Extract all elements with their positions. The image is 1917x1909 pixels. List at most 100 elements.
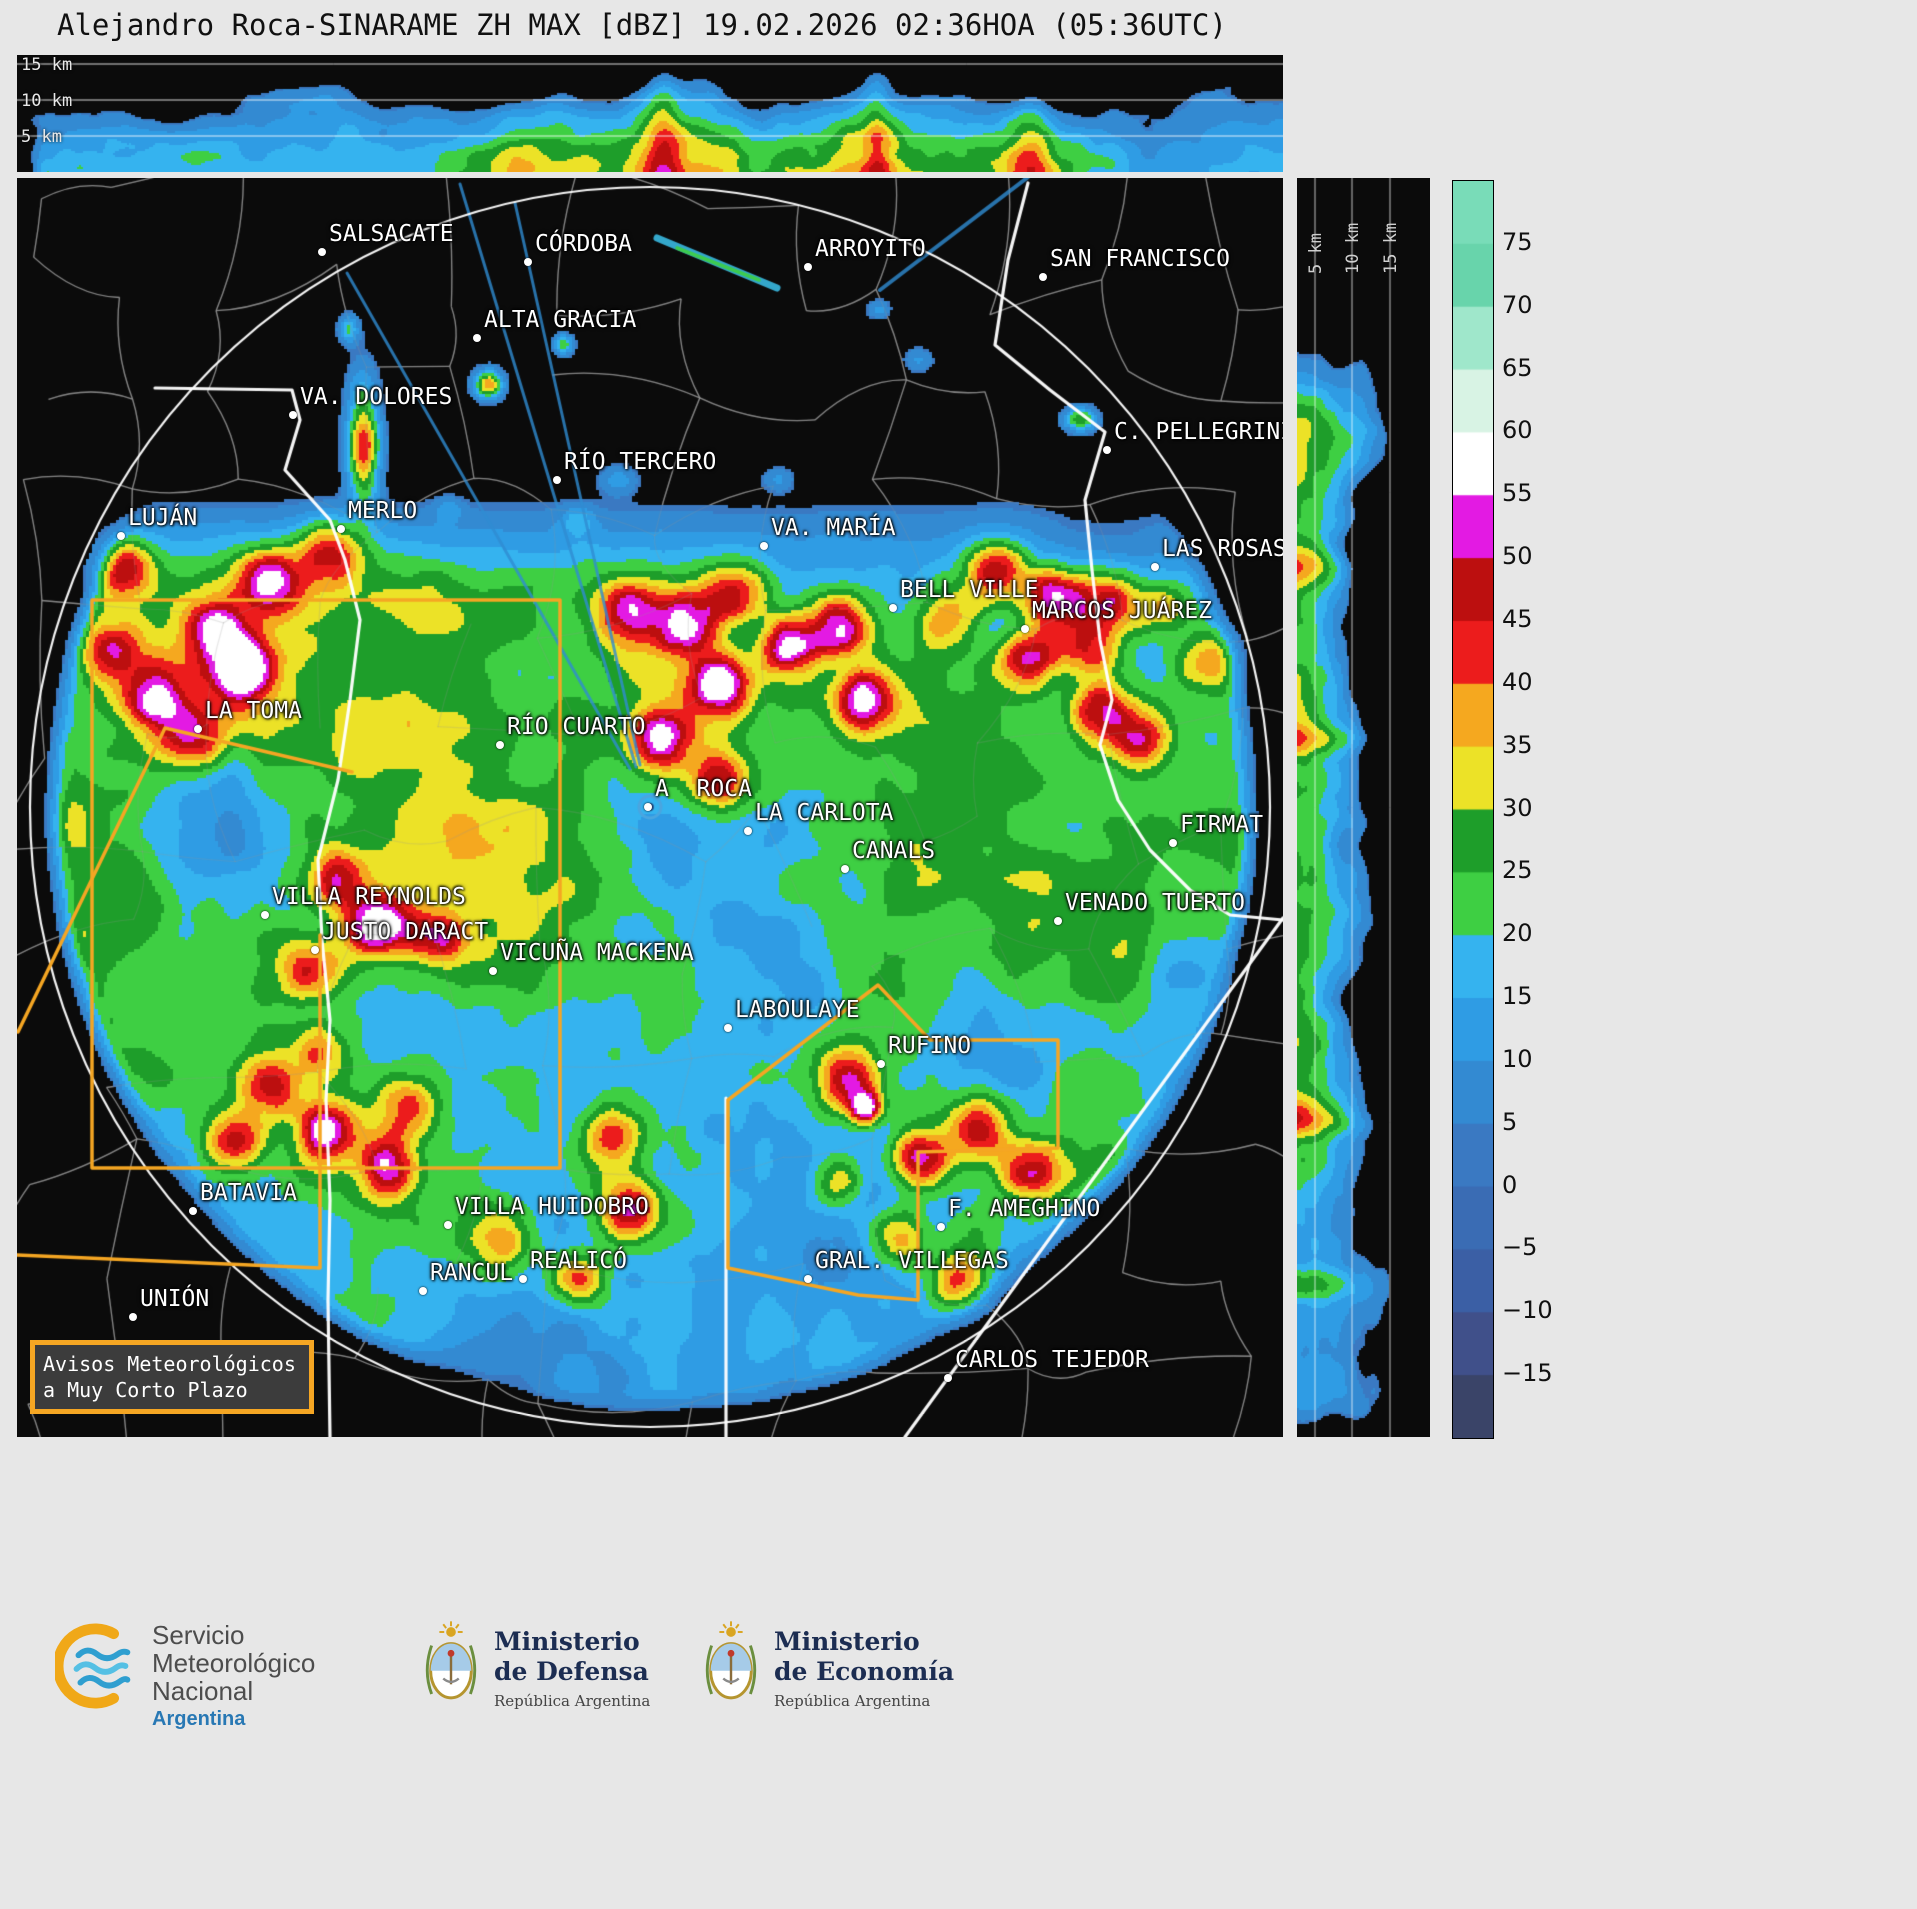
defensa-line2: de Defensa — [494, 1657, 649, 1686]
city-label: LUJÁN — [128, 505, 198, 531]
city-dot — [1054, 917, 1062, 925]
city-dot — [889, 604, 897, 612]
city-label: GRAL. VILLEGAS — [815, 1248, 1009, 1274]
city-dot — [724, 1024, 732, 1032]
city-dot — [841, 865, 849, 873]
city-label: RÍO CUARTO — [507, 714, 646, 740]
city-label: ALTA GRACIA — [484, 307, 637, 333]
city-label: LA CARLOTA — [755, 800, 894, 826]
smn-text-block: Servicio Meteorológico Nacional Argentin… — [152, 1621, 315, 1731]
right-cross-section-canvas — [1297, 178, 1430, 1437]
city-dot — [519, 1275, 527, 1283]
height-axis-label: 10 km — [1343, 222, 1363, 274]
city-label: REALICÓ — [530, 1248, 627, 1274]
colorbar-tick-label: 5 — [1502, 1107, 1518, 1136]
height-axis-label: 15 km — [1381, 222, 1401, 274]
city-dot — [760, 542, 768, 550]
city-label: RUFINO — [888, 1033, 972, 1059]
city-label: MERLO — [348, 498, 418, 524]
colorbar-tick-label: −15 — [1502, 1359, 1553, 1388]
city-dot — [1169, 839, 1177, 847]
city-dot — [129, 1313, 137, 1321]
city-label: BATAVIA — [200, 1180, 297, 1206]
colorbar-tick-label: 25 — [1502, 856, 1533, 885]
smn-line1: Servicio — [152, 1620, 245, 1650]
city-dot — [289, 411, 297, 419]
city-label: VA. DOLORES — [300, 384, 453, 410]
city-dot — [489, 967, 497, 975]
smn-country: Argentina — [152, 1708, 246, 1730]
colorbar-tick-label: −10 — [1502, 1296, 1553, 1325]
city-dot — [1151, 563, 1159, 571]
city-label: MARCOS JUÁREZ — [1032, 598, 1213, 624]
city-label: CARLOS TEJEDOR — [955, 1347, 1149, 1373]
colorbar-tick-label: 50 — [1502, 542, 1533, 571]
defensa-coat-of-arms-icon — [420, 1620, 482, 1710]
economia-text-block: Ministerio de Economía República Argenti… — [774, 1627, 954, 1710]
city-dot — [117, 532, 125, 540]
city-dot — [804, 1275, 812, 1283]
warning-legend-line2: a Muy Corto Plazo — [43, 1378, 248, 1402]
colorbar-tick-label: 75 — [1502, 227, 1533, 256]
city-label: VENADO TUERTO — [1065, 890, 1246, 916]
city-label: LA TOMA — [205, 698, 302, 724]
city-dot — [419, 1287, 427, 1295]
city-label: JUSTO DARACT — [322, 919, 489, 945]
city-label: SALSACATE — [329, 221, 454, 247]
defensa-sub: República Argentina — [494, 1692, 651, 1710]
defensa-line1: Ministerio — [494, 1627, 640, 1656]
city-dot — [744, 827, 752, 835]
city-dot — [337, 525, 345, 533]
radar-map-panel: SALSACATE CÓRDOBA ARROYITO SAN FRANCISCO ALT… — [17, 178, 1283, 1437]
colorbar-tick-label: 40 — [1502, 667, 1533, 696]
city-label: RANCUL — [430, 1260, 514, 1286]
colorbar-tick-label: 15 — [1502, 982, 1533, 1011]
city-label: CANALS — [852, 838, 936, 864]
colorbar-tick-label: 60 — [1502, 416, 1533, 445]
city-dot — [496, 741, 504, 749]
city-dot — [444, 1221, 452, 1229]
city-label: SAN FRANCISCO — [1050, 246, 1231, 272]
economia-sub: República Argentina — [774, 1692, 931, 1710]
colorbar-tick-label: 20 — [1502, 919, 1533, 948]
city-dot — [553, 476, 561, 484]
city-label: VILLA HUIDOBRO — [455, 1194, 649, 1220]
city-dot — [189, 1207, 197, 1215]
warning-legend-line1: Avisos Meteorológicos — [43, 1352, 296, 1376]
city-dot — [644, 803, 652, 811]
city-label: C. PELLEGRINI — [1114, 419, 1283, 445]
city-dot — [944, 1374, 952, 1382]
warning-legend: Avisos Meteorológicos a Muy Corto Plazo — [30, 1340, 314, 1414]
city-label: BELL VILLE — [900, 577, 1039, 603]
colorbar-tick-label: 55 — [1502, 479, 1533, 508]
city-dot — [804, 263, 812, 271]
city-label: LABOULAYE — [735, 997, 860, 1023]
right-cross-section-panel: 5 km 10 km 15 km — [1297, 178, 1430, 1437]
city-dot — [877, 1060, 885, 1068]
city-dot — [473, 334, 481, 342]
smn-line2: Meteorológico — [152, 1648, 316, 1678]
city-dot — [1039, 273, 1047, 281]
colorbar-tick-label: 10 — [1502, 1044, 1533, 1073]
colorbar-tick-label: 30 — [1502, 793, 1533, 822]
page-title: Alejandro Roca-SINARAME ZH MAX [dBZ] 19.… — [57, 8, 1227, 42]
reflectivity-colorbar — [1452, 180, 1494, 1439]
smn-line3: Nacional — [152, 1676, 254, 1706]
city-dot — [318, 248, 326, 256]
city-dot — [1103, 446, 1111, 454]
city-dot — [194, 725, 202, 733]
economia-line1: Ministerio — [774, 1627, 920, 1656]
city-dot — [937, 1223, 945, 1231]
colorbar-tick-label: −5 — [1502, 1233, 1538, 1262]
city-label: A ROCA — [655, 776, 752, 802]
top-cross-section-panel: 15 km 10 km 5 km — [17, 55, 1283, 172]
colorbar-tick-label: 65 — [1502, 353, 1533, 382]
city-dot — [311, 946, 319, 954]
colorbar-tick-label: 45 — [1502, 604, 1533, 633]
city-dot — [524, 258, 532, 266]
height-axis-label: 15 km — [21, 55, 73, 75]
economia-line2: de Economía — [774, 1657, 955, 1686]
city-label: CÓRDOBA — [535, 231, 632, 257]
city-label: ARROYITO — [815, 236, 926, 262]
